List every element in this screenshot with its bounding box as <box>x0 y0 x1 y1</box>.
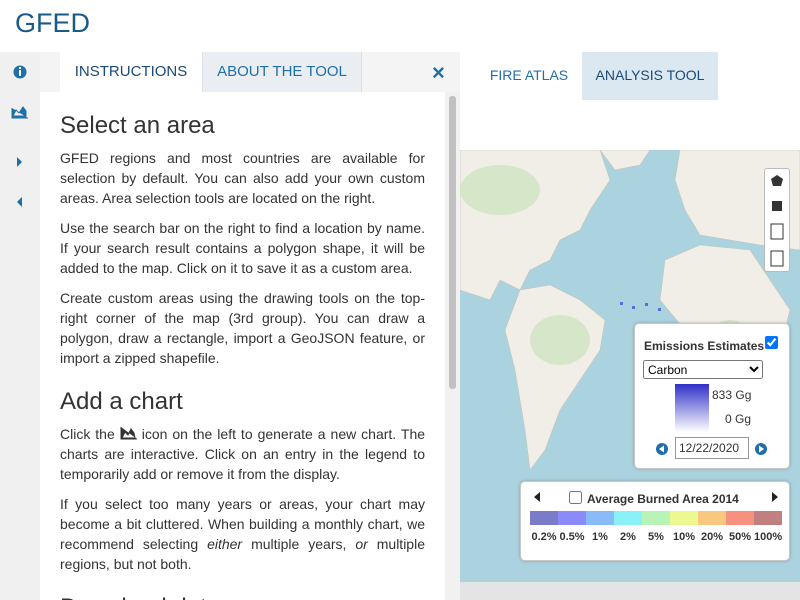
chart-icon <box>120 427 137 440</box>
paragraph: GFED regions and most countries are avai… <box>60 148 425 208</box>
class-label: 50% <box>728 531 752 543</box>
class-label: 100% <box>754 531 783 543</box>
class-swatch <box>670 511 698 525</box>
class-label: 10% <box>672 531 696 543</box>
emissions-toggle[interactable] <box>765 336 778 349</box>
date-input[interactable]: 12/22/2020 <box>675 437 749 459</box>
side-panel: INSTRUCTIONS ABOUT THE TOOL × Select an … <box>0 52 460 600</box>
class-label: 5% <box>648 531 664 543</box>
emphasis: or <box>355 536 368 552</box>
draw-tools[interactable] <box>765 169 789 271</box>
nav-fire-atlas[interactable]: FIRE ATLAS <box>489 67 569 83</box>
draw-toolbar <box>764 168 790 272</box>
class-label: 0.5% <box>559 531 585 543</box>
class-label: 1% <box>592 531 608 543</box>
date-next[interactable] <box>754 442 768 456</box>
class-swatch <box>614 511 642 525</box>
map-footer <box>460 582 800 600</box>
paragraph: Create custom areas using the drawing to… <box>60 288 425 368</box>
scrollbar[interactable] <box>445 92 460 600</box>
date-prev[interactable] <box>655 442 669 456</box>
tab-instructions[interactable]: INSTRUCTIONS <box>60 52 202 92</box>
text: Use the search bar on the right to find … <box>60 220 425 276</box>
text: Create custom areas using the drawing to… <box>60 290 425 366</box>
class-swatch <box>586 511 614 525</box>
emissions-legend: Emissions Estimates Carbon 833 Gg 0 Gg 1… <box>634 323 790 469</box>
class-swatch <box>698 511 726 525</box>
year-prev[interactable] <box>533 491 541 503</box>
section-heading: Select an area <box>60 112 215 139</box>
text: multiple regions, but not both. <box>60 536 425 572</box>
text: If you select too many years or areas, y… <box>60 496 425 552</box>
text: GFED regions and most countries are avai… <box>60 150 425 206</box>
paragraph: Click the icon on the left to generate a… <box>60 424 425 484</box>
tab-about[interactable]: ABOUT THE TOOL <box>202 52 362 92</box>
emissions-select[interactable]: Carbon <box>643 360 763 379</box>
emphasis: either <box>207 536 243 552</box>
text: Click the <box>60 426 115 442</box>
emissions-max: 833 Gg <box>712 388 752 402</box>
class-swatch <box>726 511 754 525</box>
emissions-gradient <box>675 384 709 432</box>
class-swatch <box>558 511 586 525</box>
class-label: 20% <box>700 531 724 543</box>
section-heading: Add a chart <box>60 388 183 415</box>
site-title[interactable]: GFED <box>15 8 91 38</box>
class-swatch <box>642 511 670 525</box>
icon-bar <box>0 52 40 600</box>
burned-area-legend: Average Burned Area 2014 0.2% 0.5% 1% 2% 5% 1… <box>520 481 790 561</box>
class-label: 0.2% <box>531 531 557 543</box>
emissions-title: Emissions Estimates <box>644 339 765 353</box>
text: multiple years, <box>251 536 347 552</box>
class-label: 2% <box>620 531 636 543</box>
scroll-thumb[interactable] <box>449 96 456 389</box>
burned-classes: 0.2% 0.5% 1% 2% 5% 10% 20% 50% 100% <box>530 511 782 551</box>
panel-icons[interactable] <box>0 52 40 272</box>
burned-toggle[interactable] <box>569 491 582 504</box>
nav-analysis-tool[interactable]: ANALYSIS TOOL <box>582 52 718 100</box>
close-button[interactable]: × <box>432 60 445 85</box>
paragraph: If you select too many years or areas, y… <box>60 494 425 574</box>
year-next[interactable] <box>771 491 779 503</box>
instructions: Select an area GFED regions and most cou… <box>40 92 445 600</box>
text: icon on the left to generate a new chart… <box>60 426 426 482</box>
section-heading: Download data <box>60 594 425 600</box>
class-swatch <box>754 511 782 525</box>
class-swatch <box>530 511 558 525</box>
burned-title: Average Burned Area 2014 <box>587 492 739 506</box>
paragraph: Use the search bar on the right to find … <box>60 218 425 278</box>
emissions-min: 0 Gg <box>725 412 752 426</box>
